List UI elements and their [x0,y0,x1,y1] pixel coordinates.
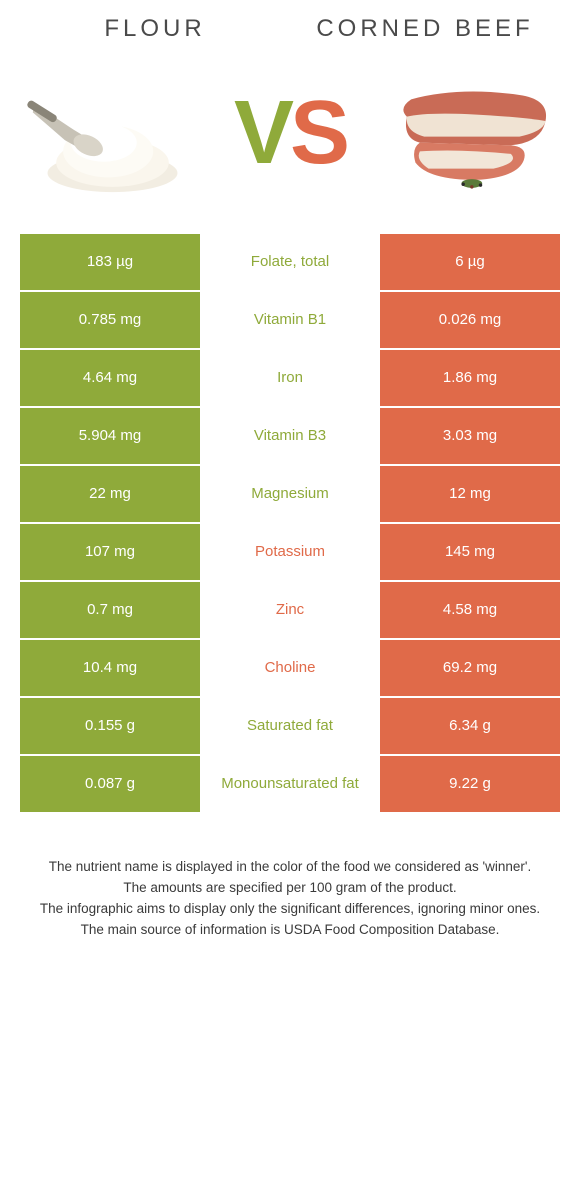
table-row: 0.785 mgVitamin B10.026 mg [20,292,560,348]
cell-right-value: 145 mg [380,524,560,580]
cell-right-value: 12 mg [380,466,560,522]
cell-nutrient-name: Potassium [200,524,380,580]
footer-line-3: The infographic aims to display only the… [25,899,555,920]
cell-nutrient-name: Iron [200,350,380,406]
cell-nutrient-name: Vitamin B1 [200,292,380,348]
footer-line-1: The nutrient name is displayed in the co… [25,857,555,878]
cell-right-value: 9.22 g [380,756,560,812]
cell-nutrient-name: Zinc [200,582,380,638]
table-row: 0.7 mgZinc4.58 mg [20,582,560,638]
cell-left-value: 10.4 mg [20,640,200,696]
header-right-title: Corned Beef [290,15,560,44]
footer-notes: The nutrient name is displayed in the co… [0,857,580,941]
cell-right-value: 6.34 g [380,698,560,754]
header-row: Flour Corned Beef [0,15,580,44]
header-left-title: Flour [20,15,290,44]
table-row: 5.904 mgVitamin B33.03 mg [20,408,560,464]
cell-left-value: 0.7 mg [20,582,200,638]
flour-image [25,64,200,204]
cell-nutrient-name: Magnesium [200,466,380,522]
cell-left-value: 107 mg [20,524,200,580]
nutrient-table: 183 µgFolate, total6 µg0.785 mgVitamin B… [20,234,560,812]
footer-line-4: The main source of information is USDA F… [25,920,555,941]
cell-left-value: 5.904 mg [20,408,200,464]
vs-v: V [234,83,290,183]
cell-nutrient-name: Vitamin B3 [200,408,380,464]
cell-left-value: 0.155 g [20,698,200,754]
table-row: 183 µgFolate, total6 µg [20,234,560,290]
cell-left-value: 0.087 g [20,756,200,812]
table-row: 0.087 gMonounsaturated fat9.22 g [20,756,560,812]
cell-right-value: 6 µg [380,234,560,290]
footer-line-2: The amounts are specified per 100 gram o… [25,878,555,899]
cell-right-value: 0.026 mg [380,292,560,348]
cell-nutrient-name: Folate, total [200,234,380,290]
table-row: 4.64 mgIron1.86 mg [20,350,560,406]
cell-left-value: 4.64 mg [20,350,200,406]
table-row: 107 mgPotassium145 mg [20,524,560,580]
cell-right-value: 69.2 mg [380,640,560,696]
cell-nutrient-name: Choline [200,640,380,696]
cell-nutrient-name: Monounsaturated fat [200,756,380,812]
cell-right-value: 4.58 mg [380,582,560,638]
table-row: 10.4 mgCholine69.2 mg [20,640,560,696]
cell-left-value: 22 mg [20,466,200,522]
table-row: 22 mgMagnesium12 mg [20,466,560,522]
cell-right-value: 3.03 mg [380,408,560,464]
cell-right-value: 1.86 mg [380,350,560,406]
images-row: VS [0,44,580,234]
cell-left-value: 0.785 mg [20,292,200,348]
table-row: 0.155 gSaturated fat6.34 g [20,698,560,754]
cell-left-value: 183 µg [20,234,200,290]
vs-label: VS [234,82,346,185]
cell-nutrient-name: Saturated fat [200,698,380,754]
vs-s: S [290,83,346,183]
corned-beef-image [380,64,555,204]
